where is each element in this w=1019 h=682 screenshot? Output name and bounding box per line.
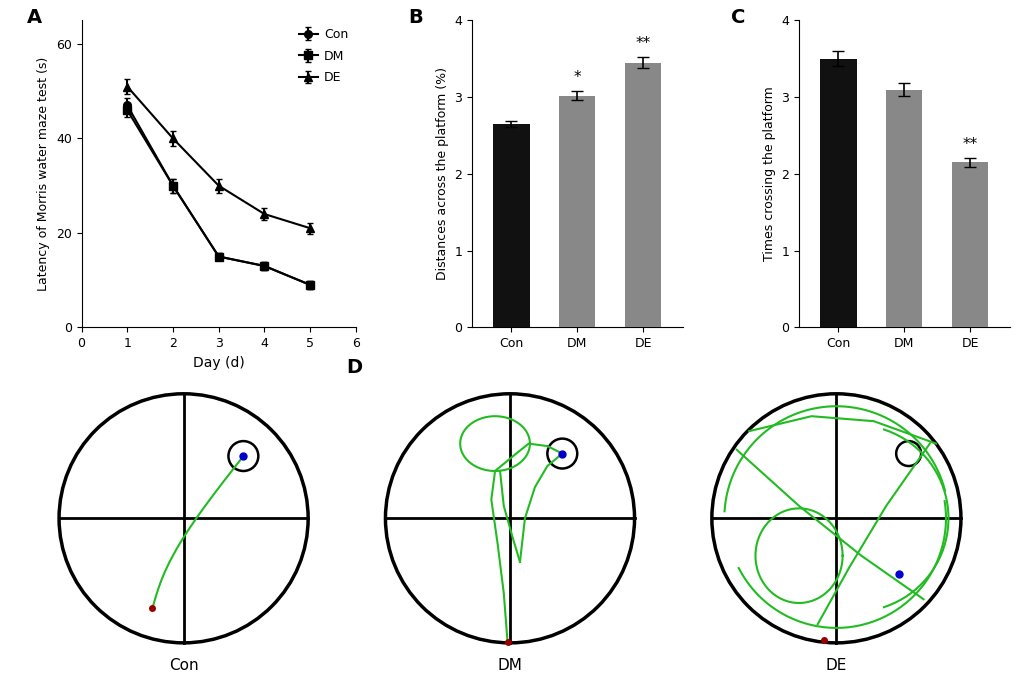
Text: B: B <box>409 8 423 27</box>
Y-axis label: Times crossing the platform: Times crossing the platform <box>762 87 774 261</box>
Text: **: ** <box>962 136 977 151</box>
Y-axis label: Distances across the platform (%): Distances across the platform (%) <box>435 68 448 280</box>
Bar <box>819 59 856 327</box>
Text: A: A <box>26 8 42 27</box>
X-axis label: Day (d): Day (d) <box>193 355 245 370</box>
Bar <box>886 89 921 327</box>
Legend: Con, DM, DE: Con, DM, DE <box>293 23 353 89</box>
Y-axis label: Latency of Morris water maze test (s): Latency of Morris water maze test (s) <box>38 57 50 291</box>
Text: *: * <box>573 70 581 85</box>
Text: Con: Con <box>168 658 199 673</box>
Bar <box>558 95 595 327</box>
Text: DE: DE <box>825 658 846 673</box>
Bar <box>625 63 660 327</box>
Bar <box>493 124 529 327</box>
Text: D: D <box>345 358 362 377</box>
Text: C: C <box>731 8 745 27</box>
Bar <box>951 162 987 327</box>
Text: **: ** <box>635 36 650 51</box>
Text: DM: DM <box>497 658 522 673</box>
